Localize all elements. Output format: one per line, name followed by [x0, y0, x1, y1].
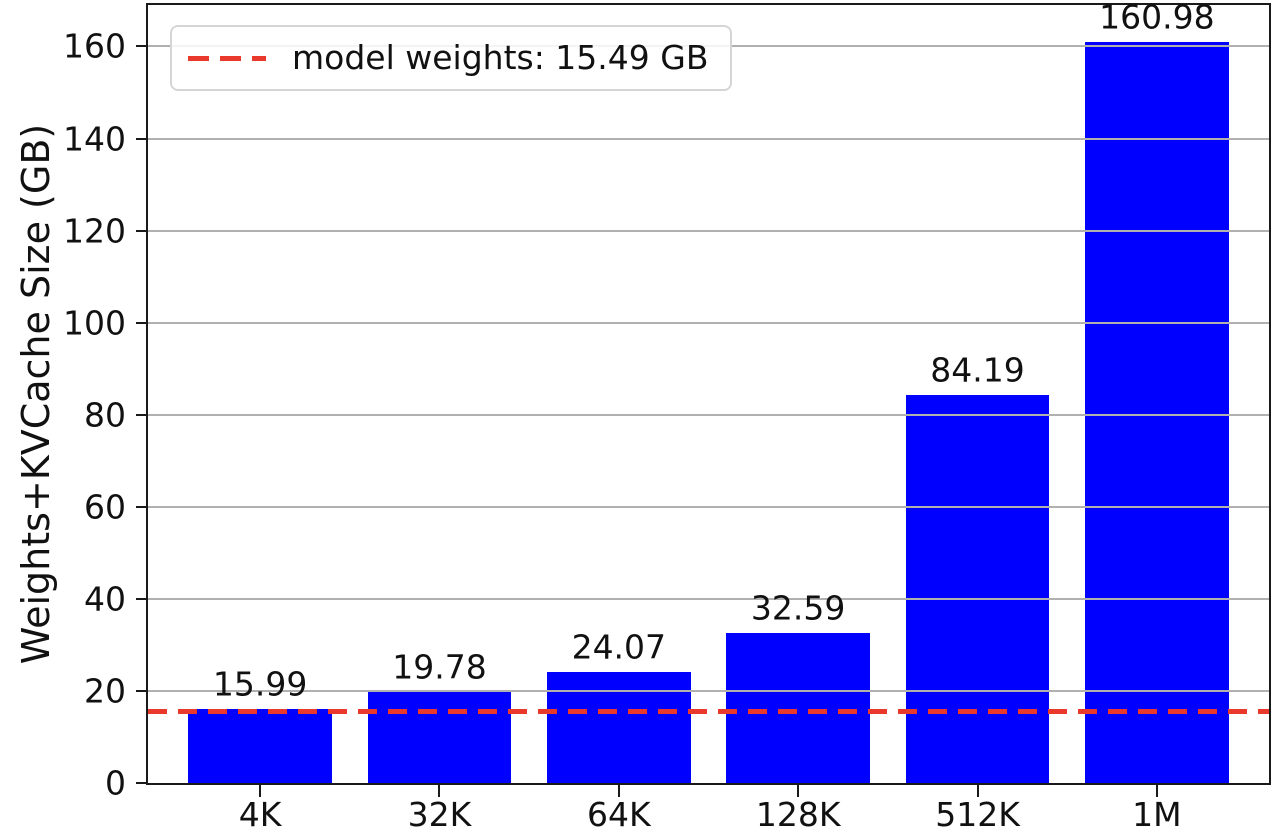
bar-512K: [905, 395, 1050, 783]
bar-4K: [188, 709, 332, 783]
y-tick-label: 80: [84, 395, 126, 435]
bar-value-label: 84.19: [930, 351, 1025, 391]
y-tick-mark: [136, 689, 146, 692]
bar-32K: [367, 691, 512, 783]
x-tick-label: 32K: [407, 795, 472, 834]
bar-64K: [547, 672, 691, 783]
y-tick-label: 40: [84, 579, 126, 619]
gridline: [148, 413, 1269, 416]
gridline: [148, 505, 1269, 508]
y-tick-label: 140: [63, 119, 126, 158]
y-tick-label: 0: [105, 763, 126, 803]
gridline: [148, 229, 1269, 232]
y-tick-label: 20: [84, 671, 126, 711]
legend-dashed-line-sample: [188, 55, 266, 61]
y-tick-label: 60: [84, 487, 126, 527]
x-tick-mark: [438, 785, 441, 797]
x-tick-mark: [617, 785, 620, 797]
threshold-line: [148, 709, 1269, 715]
x-tick-label: 64K: [586, 795, 651, 834]
x-tick-mark: [1155, 785, 1158, 797]
y-tick-mark: [136, 321, 146, 324]
y-tick-mark: [136, 597, 146, 600]
bar-value-label: 15.99: [212, 665, 308, 705]
bar-value-label: 24.07: [571, 627, 667, 667]
y-tick-mark: [136, 505, 146, 508]
y-tick-mark: [136, 229, 146, 232]
x-tick-label: 512K: [935, 795, 1020, 834]
bar-value-label: 32.59: [750, 588, 846, 628]
y-tick-mark: [136, 413, 146, 416]
x-tick-mark: [259, 785, 262, 797]
x-tick-label: 128K: [755, 795, 841, 834]
bar-value-label: 160.98: [1099, 0, 1215, 37]
y-tick-label: 100: [63, 303, 126, 343]
y-tick-mark: [136, 137, 146, 140]
y-tick-mark: [136, 45, 146, 48]
gridline: [148, 597, 1269, 600]
bar-1M: [1085, 41, 1229, 783]
y-tick-label: 120: [63, 211, 126, 251]
bar-128K: [726, 632, 870, 783]
y-tick-label: 160: [63, 26, 126, 66]
x-tick-mark: [797, 785, 800, 797]
gridline: [148, 137, 1269, 140]
gridline: [148, 689, 1269, 692]
x-tick-label: 1M: [1132, 795, 1182, 834]
y-axis-title: Weights+KVCache Size (GB): [14, 123, 58, 665]
legend: model weights: 15.49 GB: [170, 25, 733, 92]
x-tick-mark: [976, 785, 979, 797]
legend-label: model weights: 15.49 GB: [292, 38, 709, 77]
y-tick-mark: [136, 782, 146, 784]
plot-area: 15.99 19.78 24.07 32.59 84.19 160.98 0 20 40 60 8…: [63, 0, 1271, 833]
bar-value-label: 19.78: [392, 647, 487, 687]
gridline: [148, 321, 1269, 324]
x-tick-label: 4K: [238, 795, 282, 834]
